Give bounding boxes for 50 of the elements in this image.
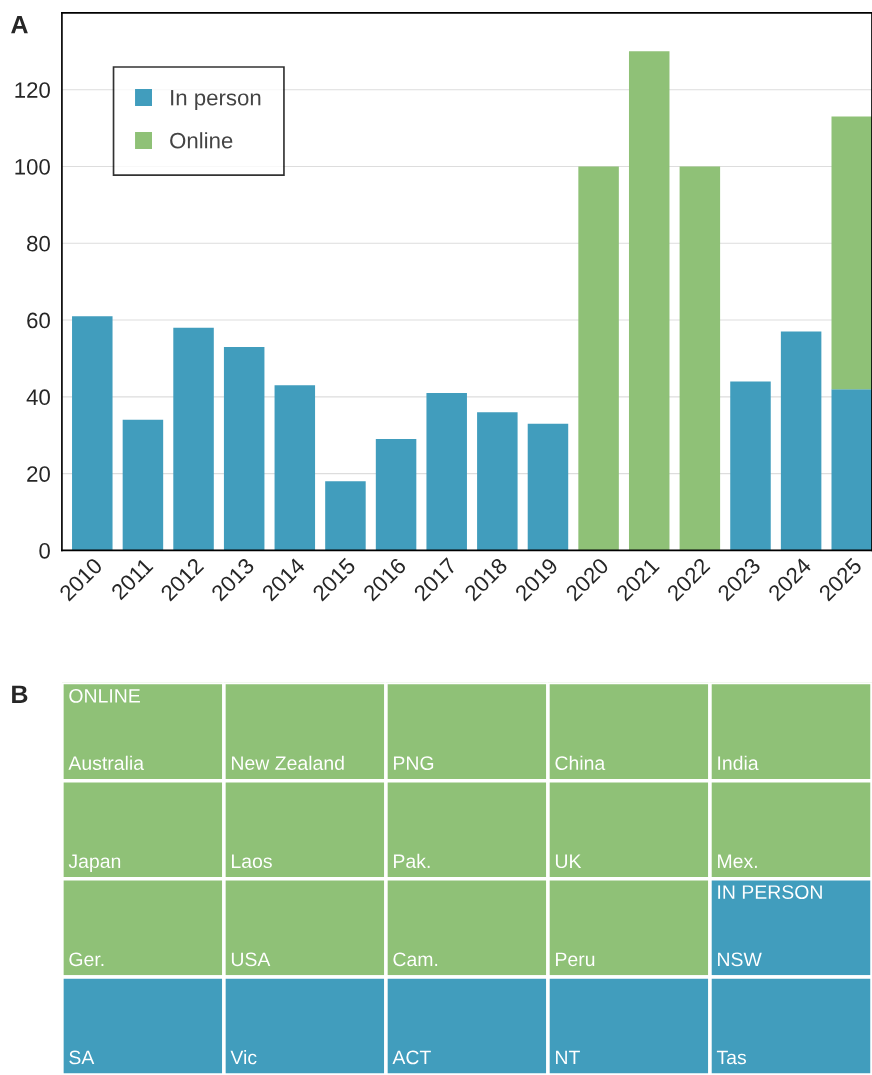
category-label: Japan bbox=[68, 854, 121, 872]
bar bbox=[831, 116, 872, 390]
category-label: Pak. bbox=[394, 853, 430, 869]
y-tick-label: 80 bbox=[27, 235, 50, 252]
bar bbox=[375, 439, 417, 551]
bar bbox=[223, 346, 265, 551]
bar bbox=[831, 389, 872, 551]
category-label: NT bbox=[556, 1050, 580, 1065]
chart-title: A bbox=[11, 15, 28, 34]
y-tick-label: 20 bbox=[27, 466, 50, 482]
y-tick-label: 120 bbox=[15, 82, 50, 98]
category-label: India bbox=[718, 755, 759, 771]
category-label: Mex. bbox=[718, 854, 757, 869]
bar bbox=[679, 166, 721, 551]
bar bbox=[325, 481, 366, 551]
bar bbox=[730, 381, 771, 551]
bar bbox=[628, 51, 670, 551]
category-label: Ger. bbox=[69, 952, 104, 967]
y-tick-label: 0 bbox=[39, 542, 50, 559]
bar bbox=[578, 166, 619, 551]
text: ONLINE bbox=[69, 689, 140, 703]
category-label: UK bbox=[555, 854, 582, 869]
text: IN PERSON bbox=[718, 885, 822, 899]
category-label: Laos bbox=[232, 854, 272, 869]
category-label: ACT bbox=[392, 1050, 431, 1065]
category-label: Cam. bbox=[393, 952, 438, 967]
bar bbox=[477, 412, 518, 551]
category-label: SA bbox=[69, 1050, 95, 1065]
bar bbox=[780, 331, 822, 551]
legend-label: In person bbox=[171, 90, 261, 110]
y-tick-label: 100 bbox=[15, 159, 50, 175]
category-label: USA bbox=[231, 952, 271, 967]
category-label: PNG bbox=[394, 756, 434, 771]
legend-label: Online bbox=[170, 132, 233, 149]
category-label: Vic bbox=[230, 1050, 257, 1065]
y-tick-label: 40 bbox=[26, 389, 50, 406]
category-label: Peru bbox=[556, 952, 595, 967]
bar bbox=[274, 385, 316, 551]
category-label: New Zealand bbox=[232, 755, 344, 771]
text: B bbox=[12, 685, 28, 703]
category-label: China bbox=[555, 755, 606, 771]
bar bbox=[527, 423, 569, 551]
category-label: Australia bbox=[68, 755, 145, 771]
category-label: Tas bbox=[716, 1050, 747, 1065]
y-tick-label: 60 bbox=[27, 312, 50, 329]
bar bbox=[72, 316, 113, 551]
bar bbox=[173, 327, 214, 551]
bar bbox=[122, 419, 164, 551]
category-label: NSW bbox=[718, 952, 762, 967]
bar bbox=[426, 392, 467, 551]
